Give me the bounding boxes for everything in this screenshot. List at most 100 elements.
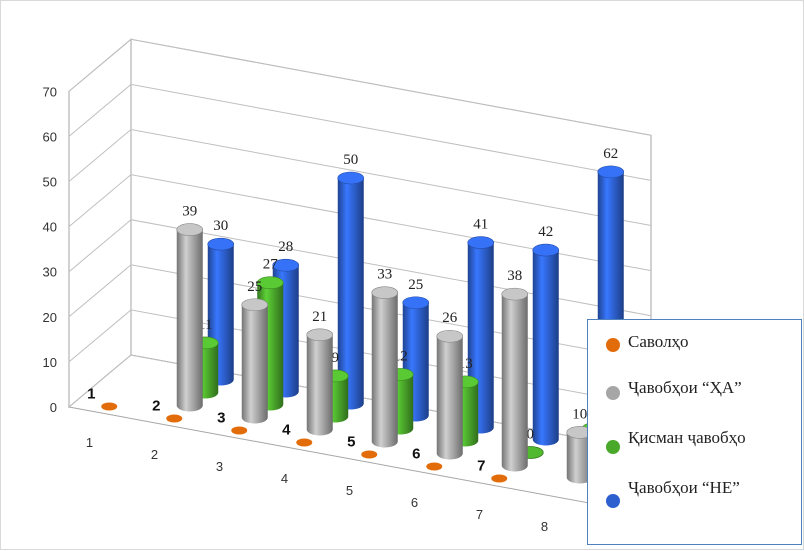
legend-swatch-series-2	[606, 386, 620, 400]
legend-label-series-4: Ҷавобҳои “НЕ”	[628, 478, 740, 497]
data-label: 25	[247, 279, 262, 295]
bar-body	[532, 250, 559, 446]
data-label: 42	[538, 224, 553, 240]
data-label: 26	[442, 310, 458, 326]
gridline	[68, 83, 652, 181]
x-axis-ticks: 1 2 3 4 5 6 7 8	[86, 435, 548, 534]
series-1-disc	[426, 462, 443, 471]
bar-2-6: 26	[436, 310, 464, 460]
series-1-disc	[166, 414, 183, 423]
x-tick-label: 2	[151, 447, 158, 462]
series-1-disc	[491, 474, 508, 483]
bar-cap	[337, 171, 365, 185]
data-label: 39	[182, 204, 197, 220]
x-tick-label: 8	[541, 519, 548, 534]
data-label: 27	[263, 257, 279, 273]
bar-cap	[402, 296, 430, 310]
bar-2-4: 21	[306, 309, 334, 436]
legend-swatch-series-3	[606, 440, 620, 454]
data-label: 33	[377, 267, 392, 283]
data-label: 21	[312, 309, 327, 325]
bar-body	[436, 336, 463, 460]
bar-1-1: 1	[87, 386, 118, 411]
bar-cap	[436, 329, 464, 343]
x-tick-label: 5	[346, 483, 353, 498]
legend-label-series-3: Қисман ҷавобҳо	[628, 428, 746, 447]
series-1-label: 4	[282, 422, 291, 439]
data-label: 28	[278, 239, 293, 255]
bar-cap	[501, 287, 529, 301]
bar-cap	[256, 276, 284, 290]
y-axis-ticks: 0 10 20 30 40 50 60 70	[43, 84, 57, 415]
bar-1-4: 4	[282, 422, 313, 447]
y-tick-label: 10	[43, 355, 57, 370]
bar-body	[306, 334, 333, 436]
bar-4-7: 42	[532, 224, 560, 446]
y-tick-label: 40	[43, 220, 57, 235]
bar-2-5: 33	[371, 267, 399, 448]
gridline	[68, 128, 652, 226]
bar-cap	[371, 286, 399, 299]
y-tick-label: 20	[43, 310, 57, 325]
data-label: 62	[603, 146, 618, 162]
bar-cap	[207, 237, 235, 251]
side-wall	[68, 38, 132, 409]
data-label: 25	[408, 277, 423, 293]
series-1-label: 1	[87, 386, 95, 403]
bar-2-7: 38	[501, 268, 529, 472]
data-label: 50	[343, 152, 358, 168]
x-tick-label: 7	[476, 507, 483, 522]
bar-body	[337, 178, 364, 410]
bar-1-3: 3	[217, 410, 248, 435]
bar-cap	[176, 223, 204, 236]
x-tick-label: 6	[411, 495, 418, 510]
chart-marks: 3028502541426211279121308392521332638101…	[87, 146, 625, 484]
bar-body	[241, 304, 268, 424]
series-1-label: 2	[152, 398, 160, 415]
bar-1-7: 7	[477, 458, 508, 483]
bar-1-6: 6	[412, 446, 443, 471]
series-1-label: 6	[412, 446, 420, 463]
series-1-disc	[296, 438, 313, 447]
bar-2-3: 25	[241, 279, 269, 424]
x-tick-label: 1	[86, 435, 93, 450]
y-tick-label: 60	[43, 129, 57, 144]
bar-cap	[532, 243, 560, 257]
bar-4-4: 50	[337, 152, 365, 410]
legend-swatch-series-1	[606, 338, 620, 352]
bar-body	[566, 432, 593, 484]
gridline	[68, 38, 652, 136]
x-tick-label: 4	[281, 471, 288, 486]
series-1-disc	[101, 402, 118, 411]
series-1-label: 5	[347, 434, 355, 451]
bar-1-5: 5	[347, 434, 378, 459]
data-label: 9	[332, 350, 340, 366]
bar-2-2: 39	[176, 204, 204, 412]
x-tick-label: 3	[216, 459, 223, 474]
data-label: 0	[527, 427, 535, 443]
legend: Саволҳо Ҷавобҳои “ҲА” Қисман ҷавобҳо Ҷав…	[587, 319, 802, 545]
data-label: 30	[213, 218, 228, 234]
y-tick-label: 30	[43, 265, 57, 280]
y-tick-label: 70	[43, 84, 57, 99]
bar-body	[176, 229, 203, 412]
series-1-label: 7	[477, 458, 485, 475]
bar-1-2: 2	[152, 398, 183, 423]
y-tick-label: 0	[50, 400, 57, 415]
y-tick-label: 50	[43, 175, 57, 190]
legend-label-series-2: Ҷавобҳои “ҲА”	[628, 378, 742, 397]
bar-cap	[597, 165, 625, 179]
data-label: 41	[473, 217, 488, 233]
data-label: 10	[572, 406, 587, 422]
bar-cap	[272, 258, 300, 272]
series-1-disc	[361, 450, 378, 459]
bar-cap	[241, 298, 269, 312]
legend-label-series-1: Саволҳо	[628, 332, 689, 351]
series-1-disc	[231, 426, 248, 435]
bar-body	[501, 294, 528, 472]
series-1-label: 3	[217, 410, 225, 427]
bar-cap	[467, 236, 495, 249]
bar-body	[371, 292, 398, 448]
